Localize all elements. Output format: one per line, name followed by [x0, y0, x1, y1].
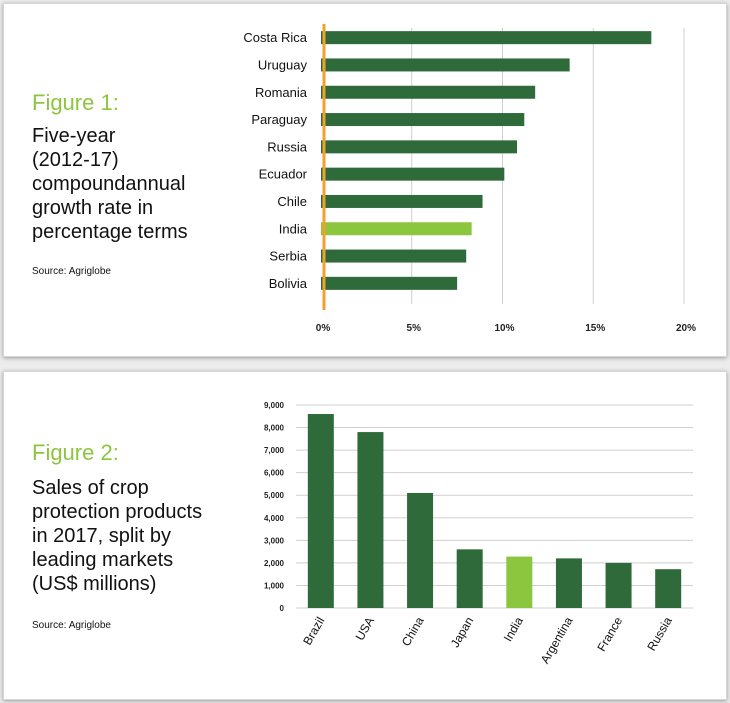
- bar-russia: [655, 569, 682, 608]
- bar-uruguay: [321, 58, 570, 72]
- category-label: Brazil: [300, 615, 327, 648]
- y-tick-label: 0: [280, 604, 285, 613]
- bar-china: [407, 492, 434, 608]
- y-tick-label: 8,000: [264, 424, 285, 433]
- category-label: Serbia: [269, 249, 307, 264]
- category-label: Bolivia: [269, 276, 308, 291]
- category-label: Chile: [277, 194, 307, 209]
- bar-russia: [321, 140, 518, 154]
- figure1-label: Figure 1:: [32, 90, 119, 115]
- bar-brazil: [307, 414, 334, 608]
- figure2-panel: Figure 2: Sales of crop protection produ…: [3, 371, 727, 700]
- category-label: Costa Rica: [243, 30, 307, 45]
- category-label: USA: [353, 615, 377, 643]
- x-tick-label: 5%: [407, 323, 422, 334]
- category-label: China: [399, 614, 427, 648]
- y-tick-label: 1,000: [264, 581, 285, 590]
- category-label: Argentina: [538, 614, 576, 666]
- crop-sales-chart: 0 1,000 2,000 3,000 4,000 5,000 6,000 7,000 8,00…: [264, 401, 693, 666]
- bar-romania: [321, 85, 536, 99]
- y-tick-label: 9,000: [264, 401, 285, 410]
- bar-france: [605, 562, 632, 608]
- bar-usa: [357, 432, 384, 608]
- growth-rate-chart: 0% 5% 10% 15% 20% Costa Rica Uruguay Romania Par…: [243, 24, 696, 334]
- y-tick-label: 7,000: [264, 446, 285, 455]
- category-label: France: [594, 614, 625, 654]
- x-tick-label: 10%: [494, 323, 514, 334]
- figure2-source: Source: Agriglobe: [32, 620, 111, 631]
- figure1-description: Five-year (2012-17) compoundannual growt…: [32, 125, 188, 243]
- y-tick-label: 4,000: [264, 514, 285, 523]
- category-label: Uruguay: [258, 57, 308, 72]
- x-tick-label: 20%: [676, 323, 696, 334]
- category-label: Ecuador: [259, 167, 308, 182]
- x-tick-label: 15%: [585, 323, 605, 334]
- category-label: Paraguay: [251, 112, 307, 127]
- figure1-source: Source: Agriglobe: [32, 266, 111, 277]
- bar-bolivia: [321, 276, 458, 290]
- category-label: Russia: [644, 614, 675, 653]
- bar-chile: [321, 194, 483, 208]
- category-label: India: [501, 614, 526, 644]
- bar-costa-rica: [321, 31, 652, 45]
- category-label: Russia: [267, 139, 308, 154]
- y-tick-label: 2,000: [264, 559, 285, 568]
- bar-serbia: [321, 249, 467, 263]
- bar-argentina: [555, 558, 582, 608]
- figure2-description: Sales of crop protection products in 201…: [32, 477, 203, 595]
- bar-japan: [456, 549, 483, 608]
- figure2-label: Figure 2:: [32, 440, 119, 465]
- y-tick-label: 3,000: [264, 536, 285, 545]
- y-tick-label: 5,000: [264, 491, 285, 500]
- y-tick-label: 6,000: [264, 469, 285, 478]
- x-tick-label: 0%: [316, 323, 331, 334]
- category-label: Romania: [255, 85, 308, 100]
- bar-ecuador: [321, 167, 505, 181]
- category-label: Japan: [448, 615, 476, 650]
- category-label: India: [279, 221, 308, 236]
- bar-paraguay: [321, 113, 525, 127]
- bar-india: [321, 222, 472, 236]
- bar-india: [506, 556, 533, 608]
- figure1-panel: Figure 1: Five-year (2012-17) compoundan…: [3, 3, 727, 357]
